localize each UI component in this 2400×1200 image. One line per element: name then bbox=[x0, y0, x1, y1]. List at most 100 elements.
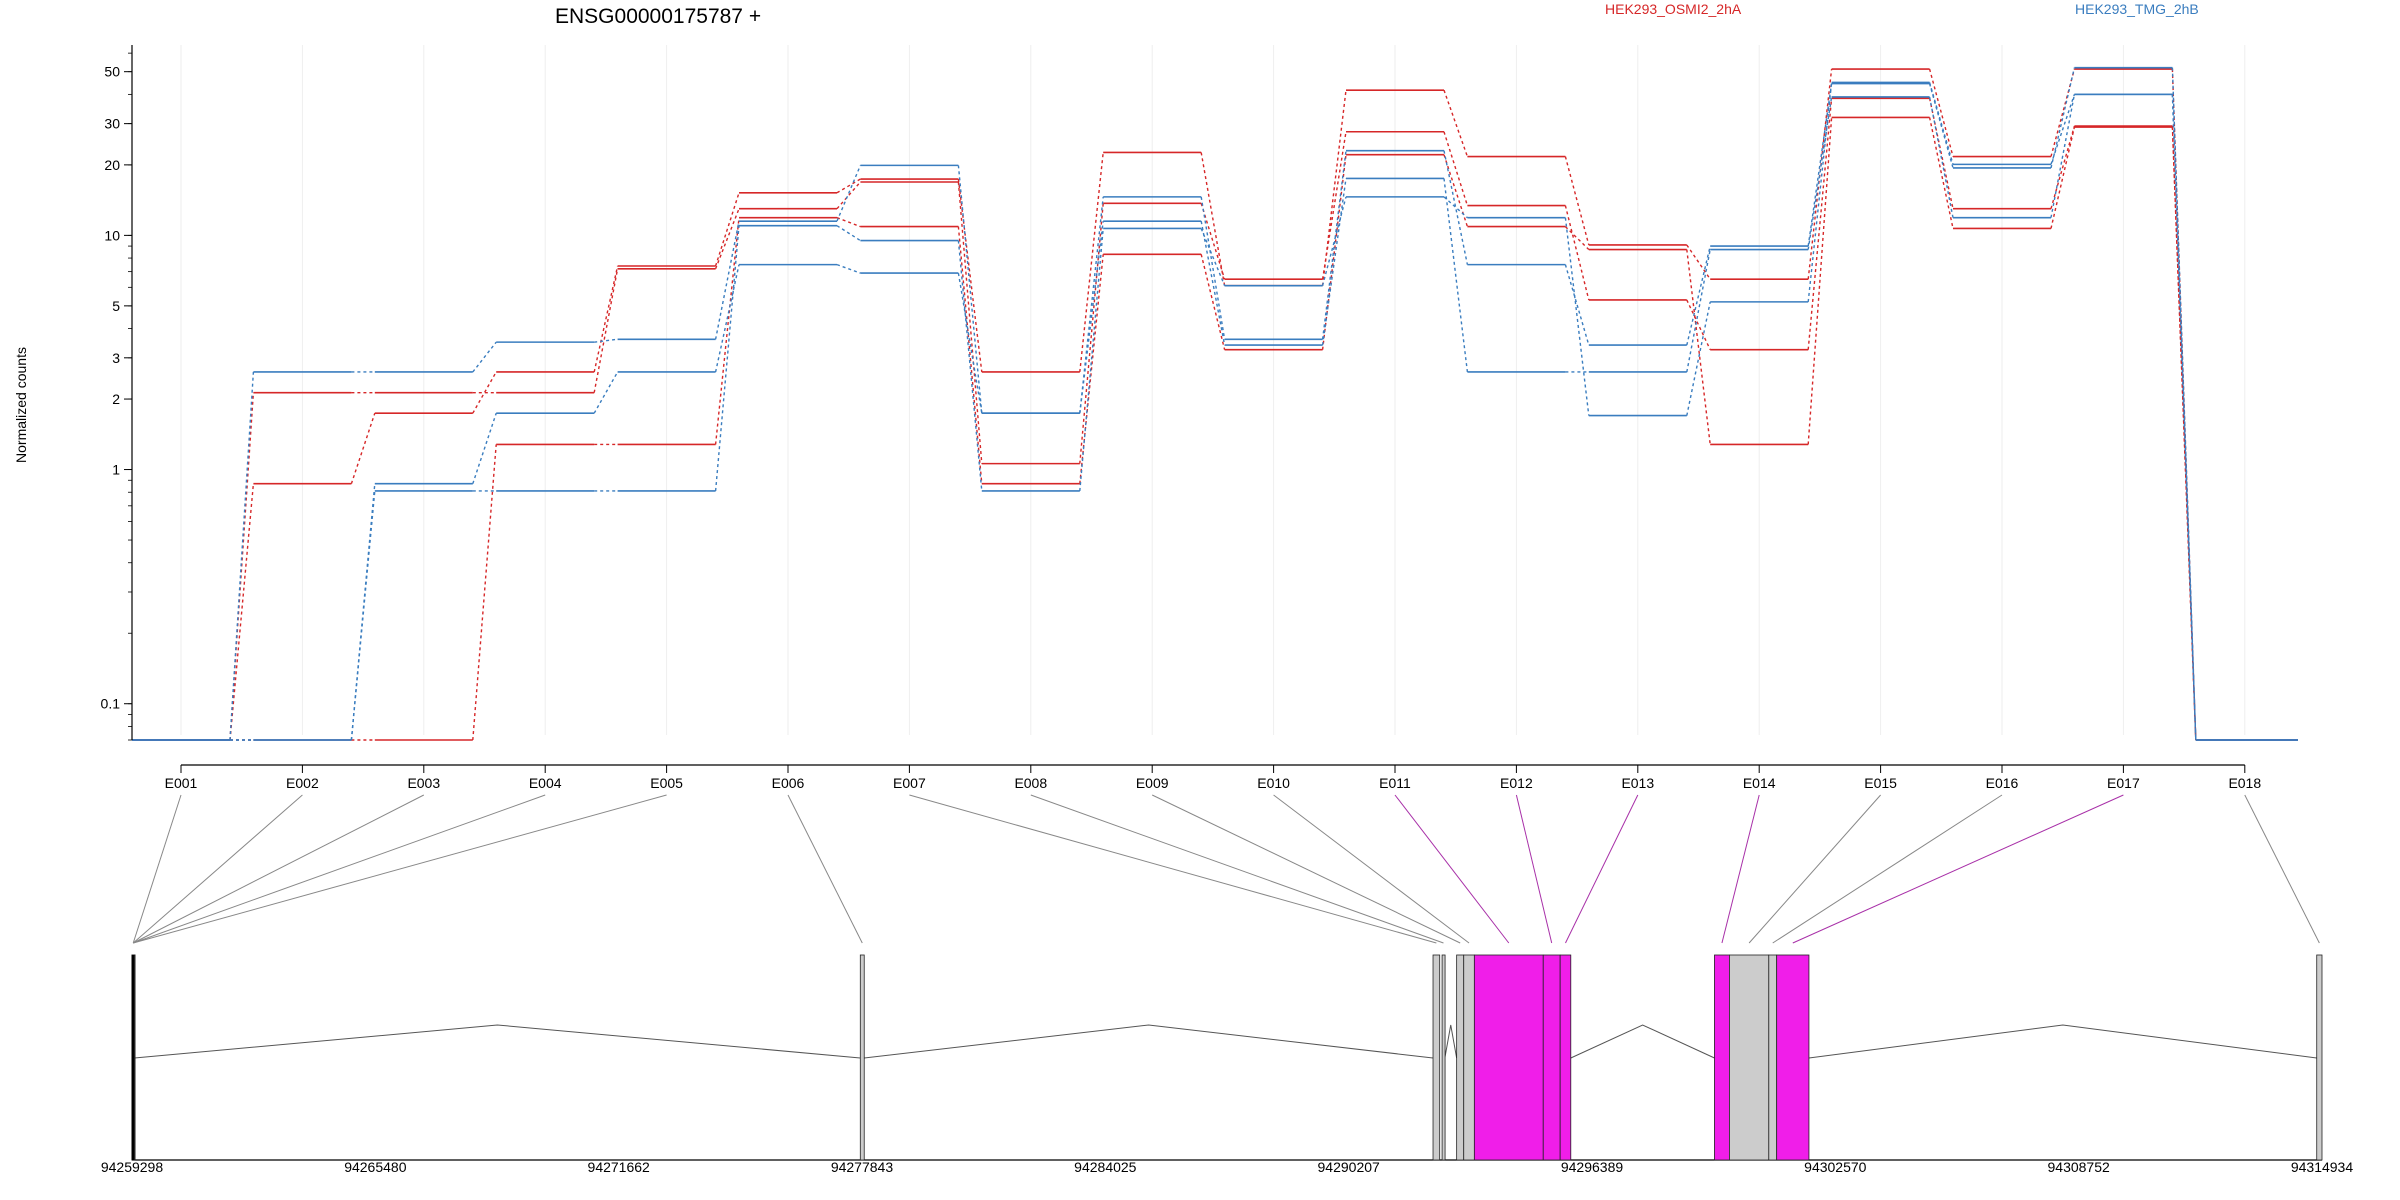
data-connector bbox=[836, 178, 861, 194]
exon-block bbox=[1729, 954, 1770, 1161]
data-connector bbox=[472, 341, 497, 373]
genomic-tick-label: 94314934 bbox=[2291, 1159, 2354, 1175]
genomic-tick-label: 94308752 bbox=[2048, 1159, 2111, 1175]
data-connector bbox=[2050, 67, 2076, 169]
data-connector bbox=[1564, 156, 1590, 246]
x-tick-label: E018 bbox=[2228, 775, 2261, 791]
legend-entry-osmi2: HEK293_OSMI2_2hA bbox=[1605, 1, 1742, 17]
x-tick-label: E004 bbox=[529, 775, 562, 791]
intron-line bbox=[134, 1024, 861, 1059]
x-tick-label: E011 bbox=[1379, 775, 1411, 791]
x-tick-label: E016 bbox=[1986, 775, 2019, 791]
intron-line bbox=[1444, 1024, 1458, 1059]
exon-connector-line bbox=[132, 794, 303, 944]
data-connector bbox=[1321, 150, 1347, 340]
data-connector bbox=[714, 225, 740, 492]
data-connector bbox=[472, 444, 497, 741]
data-connector bbox=[2050, 125, 2076, 209]
data-connector bbox=[2050, 126, 2076, 229]
x-tick-label: E002 bbox=[286, 775, 319, 791]
genomic-tick-label: 94284025 bbox=[1074, 1159, 1137, 1175]
exon-connector-line bbox=[2244, 794, 2320, 944]
data-connector bbox=[1686, 245, 1711, 346]
data-connector bbox=[714, 217, 740, 445]
y-tick-label: 30 bbox=[104, 116, 120, 132]
series-line bbox=[132, 116, 2298, 741]
data-connector bbox=[1079, 221, 1104, 414]
genomic-tick-label: 94290207 bbox=[1318, 1159, 1381, 1175]
exon-block bbox=[1559, 954, 1572, 1161]
exon-connector-line bbox=[909, 794, 1437, 944]
series-line bbox=[132, 97, 2298, 741]
intron-line bbox=[1808, 1024, 2317, 1059]
genomic-tick-label: 94277843 bbox=[831, 1159, 894, 1175]
data-connector bbox=[1564, 217, 1590, 416]
data-connector bbox=[1079, 228, 1104, 492]
exon-block bbox=[1463, 954, 1475, 1161]
exon-block bbox=[1542, 954, 1561, 1161]
y-tick-label: 2 bbox=[112, 391, 120, 407]
data-connector bbox=[350, 490, 376, 741]
x-tick-label: E005 bbox=[650, 775, 683, 791]
y-tick-label: 20 bbox=[104, 157, 120, 173]
exon-connector-line bbox=[1565, 794, 1639, 944]
data-connector bbox=[1686, 244, 1711, 280]
x-tick-label: E007 bbox=[893, 775, 926, 791]
data-connector bbox=[1807, 82, 1833, 302]
exon-block bbox=[859, 954, 865, 1161]
data-connector bbox=[593, 371, 619, 414]
x-tick-label: E014 bbox=[1743, 775, 1776, 791]
data-connector bbox=[229, 483, 255, 741]
legend-entry-tmg: HEK293_TMG_2hB bbox=[2075, 1, 2199, 17]
genomic-tick-label: 94265480 bbox=[344, 1159, 407, 1175]
data-connector bbox=[1443, 154, 1469, 227]
x-tick-label: E006 bbox=[772, 775, 805, 791]
data-connector bbox=[1200, 228, 1226, 286]
data-connector bbox=[594, 338, 618, 343]
data-connector bbox=[1443, 89, 1469, 157]
exon-connector-line bbox=[133, 794, 667, 944]
data-connector bbox=[1807, 98, 1833, 350]
data-connector bbox=[1443, 150, 1469, 265]
data-connector bbox=[1686, 299, 1711, 350]
x-tick-label: E017 bbox=[2107, 775, 2140, 791]
series-line bbox=[132, 81, 2298, 741]
data-connector bbox=[957, 165, 983, 414]
exon-block bbox=[1768, 954, 1778, 1161]
y-tick-label: 0.1 bbox=[101, 696, 121, 712]
y-tick-label: 10 bbox=[104, 227, 120, 243]
data-connector bbox=[472, 371, 497, 414]
x-tick-label: E010 bbox=[1257, 775, 1290, 791]
data-connector bbox=[836, 263, 861, 274]
data-connector bbox=[2171, 67, 2197, 741]
series-line bbox=[132, 93, 2298, 741]
intron-line bbox=[1570, 1024, 1715, 1059]
intron-line bbox=[864, 1024, 1434, 1059]
data-connector bbox=[957, 181, 983, 464]
data-connector bbox=[1321, 178, 1347, 346]
data-connector bbox=[1200, 203, 1226, 280]
data-connector bbox=[1079, 203, 1104, 464]
genomic-tick-label: 94259298 bbox=[101, 1159, 164, 1175]
data-connector bbox=[1321, 131, 1347, 280]
data-connector bbox=[1807, 117, 1833, 445]
data-connector bbox=[2050, 94, 2076, 165]
exon-connector-line bbox=[1273, 794, 1470, 944]
y-tick-label: 1 bbox=[112, 462, 120, 478]
exon-connector-line bbox=[1151, 794, 1461, 944]
data-connector bbox=[957, 178, 983, 373]
data-connector bbox=[1564, 226, 1590, 251]
data-connector bbox=[593, 265, 619, 373]
data-connector bbox=[836, 225, 861, 242]
series-layer bbox=[132, 66, 2298, 741]
genomic-tick-label: 94302570 bbox=[1804, 1159, 1867, 1175]
exon-block bbox=[1456, 954, 1465, 1161]
exon-block bbox=[2316, 954, 2323, 1161]
x-tick-label: E008 bbox=[1014, 775, 1047, 791]
exon-block bbox=[1441, 954, 1446, 1161]
data-connector bbox=[2050, 94, 2076, 218]
series-line bbox=[132, 68, 2298, 741]
data-connector bbox=[350, 412, 376, 484]
chart-title: ENSG00000175787 + bbox=[555, 5, 761, 28]
